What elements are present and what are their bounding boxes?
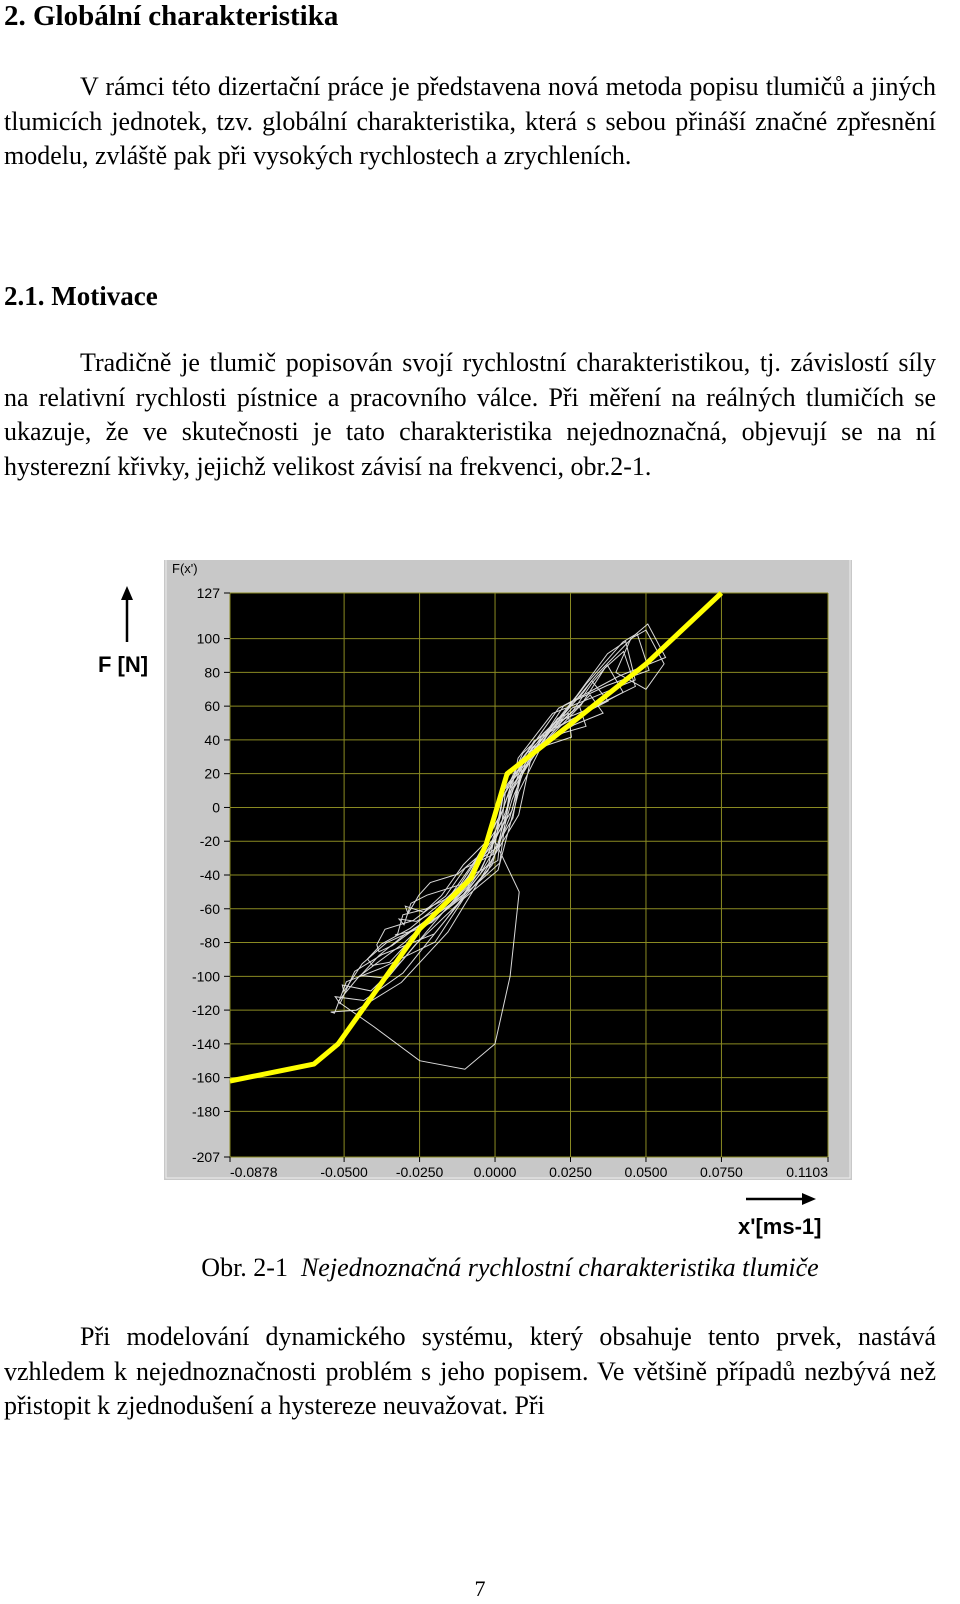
y-tick-label: -140 (192, 1036, 220, 1052)
x-tick-label: -0.0500 (320, 1164, 368, 1180)
y-tick-label: 40 (204, 732, 220, 748)
figure-caption: Obr. 2-1 Nejednoznačná rychlostní charak… (0, 1253, 960, 1283)
y-axis-label: F [N] (98, 652, 148, 677)
y-tick-label: -120 (192, 1002, 220, 1018)
model-characteristic-line (229, 591, 724, 1084)
y-tick-label: 127 (197, 585, 221, 601)
x-tick-label: -0.0250 (396, 1164, 444, 1180)
x-axis-arrow-icon (746, 1193, 816, 1205)
x-tick-label: 0.0500 (625, 1164, 668, 1180)
y-tick-label: 80 (204, 664, 220, 680)
measured-loop (341, 640, 636, 993)
y-tick-label: -60 (200, 901, 220, 917)
y-axis-arrow-icon (121, 586, 133, 642)
y-tick-label: -40 (200, 867, 220, 883)
measured-loop (330, 623, 667, 1014)
y-tick-label: -207 (192, 1149, 220, 1165)
x-tick-label: 0.0250 (549, 1164, 592, 1180)
x-tick-label: 0.0750 (700, 1164, 743, 1180)
y-tick-label: 60 (204, 698, 220, 714)
page-number: 7 (474, 1576, 486, 1601)
x-ticks: -0.0878 -0.0500 -0.0250 0.0000 0.0250 0.0500 0… (229, 1157, 829, 1180)
chart-series (229, 591, 724, 1084)
force-velocity-chart: F(x') 127 100 80 60 40 20 0 -20 -40 -60 -80 -100 -12… (98, 560, 852, 1239)
figure-2-1: F(x') 127 100 80 60 40 20 0 -20 -40 -60 -80 -100 -12… (90, 560, 880, 1250)
x-tick-label: 0.1103 (786, 1164, 828, 1180)
section-heading: 2. Globální charakteristika (4, 0, 339, 32)
subsection-heading: 2.1. Motivace (4, 281, 158, 311)
x-axis-label: x'[ms-1] (738, 1214, 821, 1239)
intro-paragraph: V rámci této dizertační práce je předsta… (4, 72, 936, 171)
y-tick-label: -180 (192, 1103, 220, 1119)
y-tick-label: -100 (192, 968, 220, 984)
y-tick-label: -80 (200, 935, 220, 951)
measured-loop-peak (615, 629, 665, 690)
y-tick-label: 100 (197, 631, 221, 647)
x-tick-label: -0.0878 (230, 1164, 278, 1180)
y-tick-label: -20 (200, 833, 220, 849)
motivation-paragraph: Tradičně je tlumič popisován svojí rychl… (4, 348, 936, 481)
caption-text: Nejednoznačná rychlostní charakteristika… (300, 1253, 819, 1282)
measured-loop-outer (337, 840, 520, 1070)
y-tick-label: -160 (192, 1070, 220, 1086)
panel-label: F(x') (172, 561, 198, 576)
measured-loop (359, 650, 637, 979)
modeling-paragraph: Při modelování dynamického systému, kter… (4, 1322, 936, 1421)
y-ticks: 127 100 80 60 40 20 0 -20 -40 -60 -80 -100 -120 -140 -… (192, 585, 230, 1165)
y-tick-label: 20 (204, 766, 220, 782)
x-tick-label: 0.0000 (474, 1164, 517, 1180)
caption-number: Obr. 2-1 (201, 1253, 288, 1282)
y-tick-label: 0 (212, 799, 220, 815)
